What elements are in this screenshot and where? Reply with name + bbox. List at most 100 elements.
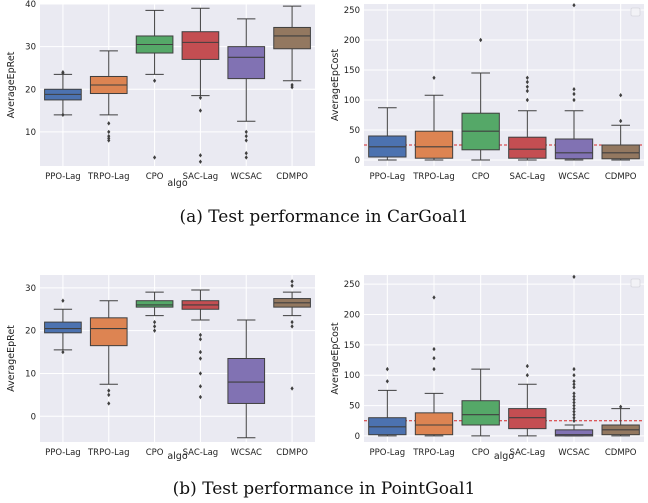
box-trpo-lag	[414, 412, 454, 436]
outlier-point	[198, 153, 203, 158]
outlier-point	[198, 349, 203, 355]
y-tick-label: 0	[31, 412, 36, 422]
y-tick-label: 30	[25, 43, 36, 53]
y-tick-label: 20	[25, 85, 36, 95]
chart-panel-1: 10 20 30 40 PPO-Lag TRPO-Lag CPO SAC-Lag WCSAC CD…	[6, 0, 315, 189]
outlier-point	[619, 118, 623, 124]
outlier-point	[61, 298, 65, 303]
outlier-point	[198, 384, 203, 389]
outlier-point	[432, 75, 436, 80]
chart-panel-4: 0 50 100 150 200 250 PPO-Lag TRPO-Lag CPO SAC-Lag…	[330, 274, 644, 462]
box-cdmpo	[601, 144, 640, 160]
outlier-point	[107, 388, 111, 393]
y-tick-label: 250	[344, 280, 360, 290]
x-axis-label: algo	[167, 451, 187, 462]
x-tick-label: PPO-Lag	[45, 448, 81, 458]
x-tick-label: SAC-Lag	[183, 448, 219, 458]
outlier-point	[572, 385, 576, 390]
outlier-point	[198, 394, 203, 400]
y-tick-label: 40	[25, 0, 36, 10]
outlier-point	[572, 97, 576, 103]
outlier-point	[107, 121, 111, 126]
box-cpo	[461, 400, 500, 426]
outlier-point	[572, 391, 576, 396]
outlier-point	[198, 108, 203, 113]
box-sac-lag	[508, 408, 547, 430]
x-tick-label: TRPO-Lag	[412, 448, 455, 458]
y-tick-label: 150	[344, 66, 360, 76]
x-tick-label: CPO	[146, 448, 164, 458]
outlier-point	[432, 295, 436, 300]
x-tick-label: TRPO-Lag	[87, 172, 130, 182]
x-tick-label: CDMPO	[276, 172, 308, 182]
outlier-point	[572, 415, 576, 420]
box-wcsac	[554, 429, 594, 437]
x-tick-label: CPO	[472, 172, 490, 182]
outlier-point	[107, 401, 111, 406]
x-tick-label: WCSAC	[231, 448, 263, 458]
y-tick-label: 10	[25, 369, 36, 379]
y-axis-label: AverageEpCost	[330, 49, 341, 121]
legend-box	[630, 7, 641, 17]
x-tick-label: SAC-Lag	[510, 172, 546, 182]
box-wcsac	[554, 138, 594, 160]
outlier-point	[572, 412, 576, 417]
plot-area	[364, 275, 644, 442]
outlier-point	[152, 319, 157, 325]
outlier-point	[432, 346, 436, 352]
outlier-point	[244, 151, 248, 156]
outlier-point	[572, 400, 576, 405]
y-axis-label: AverageEpCost	[330, 322, 341, 394]
y-tick-label: 20	[25, 327, 36, 337]
outlier-point	[198, 95, 203, 100]
outlier-point	[572, 3, 576, 8]
x-tick-label: CDMPO	[276, 448, 308, 458]
chart-panel-3: 0 10 20 30 PPO-Lag TRPO-Lag CPO SAC-Lag WCSAC CDM…	[6, 275, 315, 462]
outlier-point	[152, 324, 157, 329]
caption-b: (b) Test performance in PointGoal1	[173, 479, 476, 499]
y-tick-label: 50	[349, 126, 360, 136]
outlier-point	[244, 138, 248, 143]
outlier-point	[572, 274, 576, 280]
outlier-point	[525, 88, 529, 94]
outlier-point	[525, 97, 529, 103]
box-wcsac	[227, 46, 266, 80]
plot-area	[40, 275, 315, 442]
y-tick-label: 50	[349, 402, 360, 412]
outlier-point	[107, 129, 111, 135]
x-tick-label: CPO	[472, 448, 490, 458]
outlier-point	[290, 319, 294, 325]
y-tick-label: 10	[25, 128, 36, 138]
box-ppo-lag	[368, 417, 407, 436]
y-tick-label: 250	[344, 6, 360, 16]
outlier-point	[432, 366, 436, 372]
outlier-point	[290, 84, 294, 90]
outlier-point	[152, 328, 157, 333]
outlier-point	[572, 394, 576, 399]
x-tick-label: CPO	[146, 172, 164, 182]
box-cpo	[135, 300, 174, 308]
x-tick-label: PPO-Lag	[370, 172, 406, 182]
y-tick-label: 100	[344, 96, 360, 106]
y-tick-label: 100	[344, 371, 360, 381]
outlier-point	[432, 355, 436, 361]
outlier-point	[572, 403, 576, 408]
outlier-point	[290, 386, 294, 391]
outlier-point	[107, 392, 111, 398]
x-tick-label: PPO-Lag	[45, 172, 81, 182]
y-tick-label: 30	[25, 284, 36, 294]
outlier-point	[572, 379, 576, 384]
outlier-point	[385, 379, 389, 384]
x-tick-label: WCSAC	[558, 448, 590, 458]
chart-panel-2: 0 50 100 150 200 250 PPO-Lag TRPO-Lag CPO SAC-Lag…	[330, 3, 644, 182]
plot-area	[40, 4, 315, 166]
outlier-point	[479, 37, 483, 43]
x-tick-label: CDMPO	[605, 448, 637, 458]
box-trpo-lag	[89, 317, 128, 347]
outlier-point	[244, 155, 248, 160]
outlier-point	[572, 418, 576, 423]
outlier-point	[290, 283, 294, 288]
outlier-point	[619, 404, 623, 409]
outlier-point	[61, 70, 65, 76]
